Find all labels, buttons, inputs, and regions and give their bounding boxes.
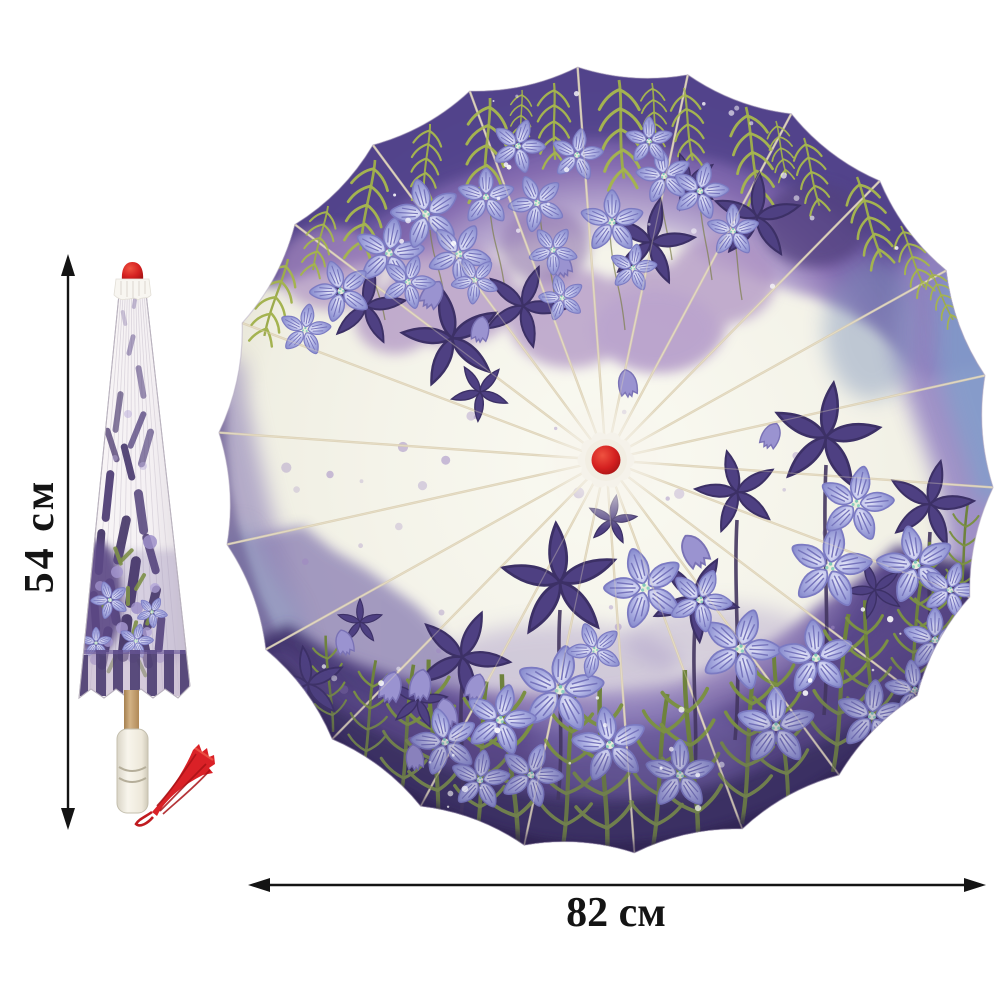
svg-text:82 см: 82 см: [566, 890, 666, 936]
svg-text:54 см: 54 см: [17, 479, 63, 594]
